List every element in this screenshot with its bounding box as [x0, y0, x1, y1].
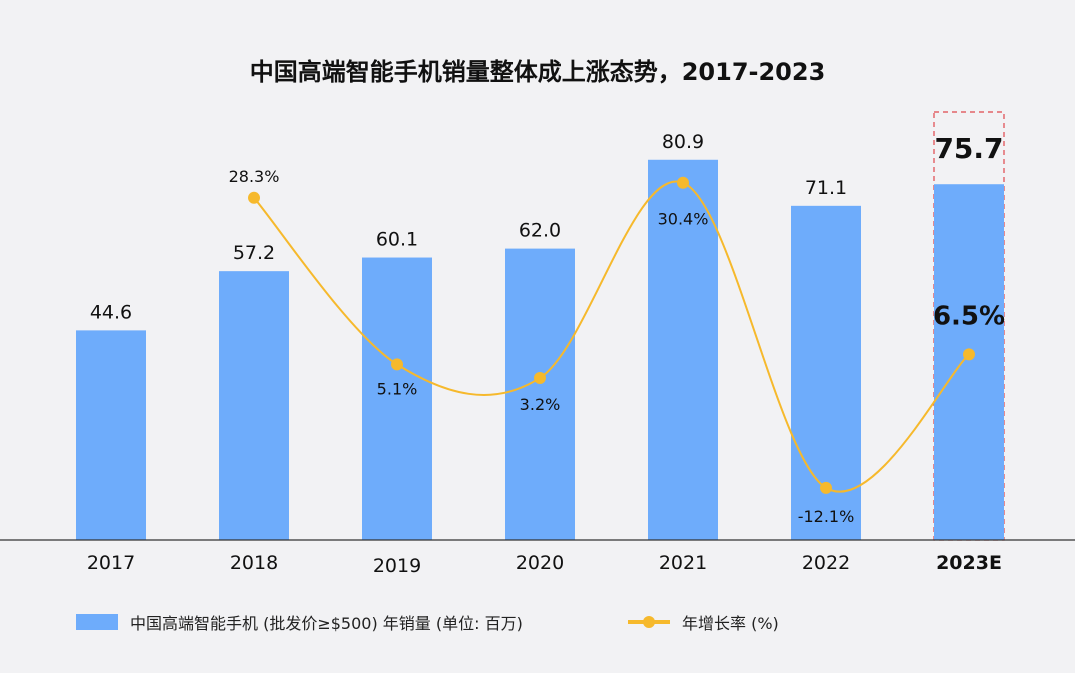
- growth-label-2020: 3.2%: [520, 395, 561, 414]
- growth-point-2019: [391, 358, 403, 371]
- legend-line-swatch: [628, 616, 670, 628]
- bar-label-2020: 62.0: [519, 220, 561, 242]
- legend-bar-label: 中国高端智能手机 (批发价≥$500) 年销量 (单位: 百万): [130, 614, 523, 633]
- bar-label-2017: 44.6: [90, 301, 132, 323]
- bar-2021: [648, 159, 718, 540]
- legend-item-line: 年增长率 (%): [628, 610, 779, 634]
- x-tick-2022: 2022: [802, 552, 850, 574]
- bar-2019: [362, 257, 432, 540]
- growth-label-2023E: 6.5%: [933, 301, 1005, 331]
- x-tick-2020: 2020: [516, 552, 564, 574]
- growth-label-2018: 28.3%: [229, 167, 280, 186]
- bar-label-2019: 60.1: [376, 229, 418, 251]
- legend-bar-swatch: [76, 614, 118, 630]
- bar-label-2018: 57.2: [233, 242, 275, 264]
- bar-2023E: [934, 184, 1004, 540]
- bar-2018: [219, 271, 289, 540]
- x-tick-2023E: 2023E: [936, 552, 1002, 574]
- bar-label-2023E: 75.7: [934, 132, 1003, 165]
- chart-title: 中国高端智能手机销量整体成上涨态势，2017-2023: [249, 58, 826, 86]
- bar-2020: [505, 248, 575, 540]
- growth-point-2022: [820, 481, 832, 494]
- growth-point-2023E: [963, 348, 975, 361]
- growth-label-2021: 30.4%: [658, 210, 709, 229]
- growth-label-2022: -12.1%: [798, 507, 855, 526]
- growth-point-2020: [534, 372, 546, 385]
- growth-point-2021: [677, 176, 689, 189]
- legend-line-label: 年增长率 (%): [682, 614, 779, 633]
- x-tick-2021: 2021: [659, 552, 707, 574]
- bar-label-2021: 80.9: [662, 131, 704, 153]
- growth-label-2019: 5.1%: [377, 379, 418, 398]
- x-tick-2018: 2018: [230, 552, 278, 574]
- bar-2017: [76, 330, 146, 540]
- x-tick-2019: 2019: [373, 555, 421, 577]
- legend-item-bars: 中国高端智能手机 (批发价≥$500) 年销量 (单位: 百万): [76, 610, 523, 634]
- growth-point-2018: [248, 191, 260, 204]
- bar-label-2022: 71.1: [805, 177, 847, 199]
- growth-line: [253, 180, 970, 493]
- x-tick-2017: 2017: [87, 552, 135, 574]
